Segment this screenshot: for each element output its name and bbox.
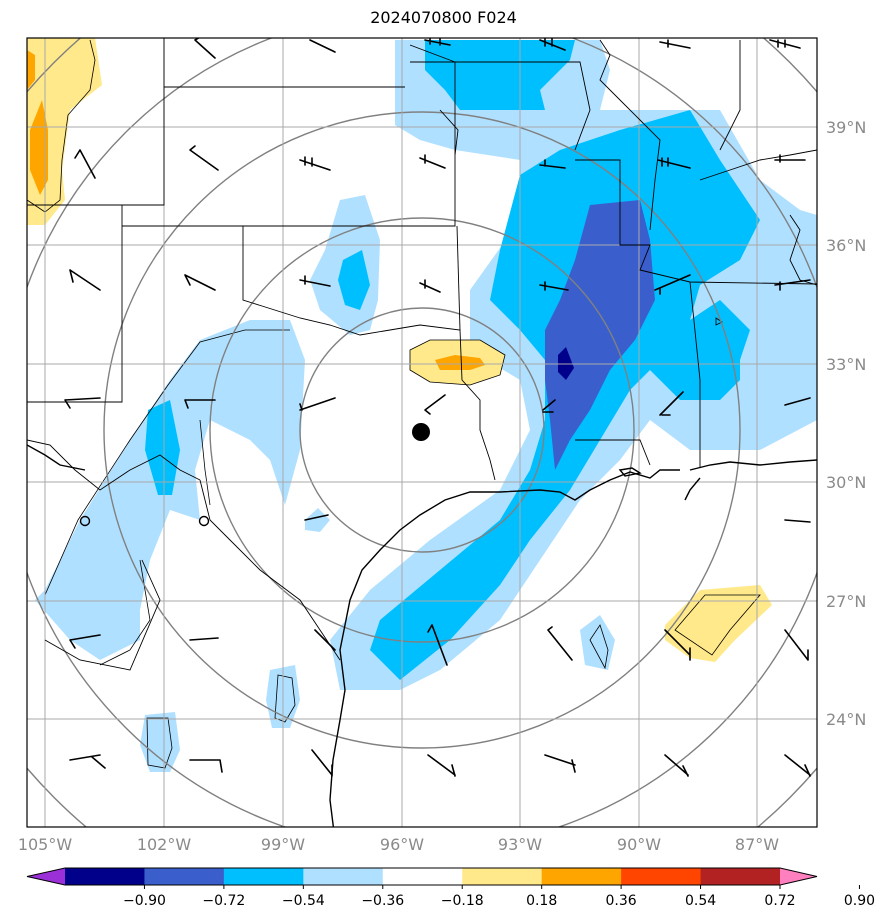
colorbar-tick-label: −0.72 [202, 893, 245, 909]
colorbar-extend-high [780, 868, 817, 885]
center-point-marker [412, 423, 430, 441]
map-title: 2024070800 F024 [370, 8, 517, 27]
lon-labels: 105°W 102°W 99°W 96°W 93°W 90°W 87°W [18, 835, 779, 854]
colorbar-segment [223, 868, 304, 885]
colorbar-tick-label: 0.36 [606, 893, 637, 909]
colorbar-segment [144, 868, 225, 885]
lon-label: 99°W [261, 835, 305, 854]
colorbar: −0.90 −0.72 −0.54 −0.36 −0.18 0.18 0.36 0.54 0.7… [26, 867, 875, 909]
field-orange [27, 50, 485, 370]
field-royal-blue [545, 200, 655, 470]
state-borders [27, 38, 817, 671]
lon-label: 96°W [380, 835, 424, 854]
lon-label: 87°W [735, 835, 779, 854]
field-yellow [27, 38, 772, 662]
lat-label: 39°N [826, 118, 866, 137]
coastline [27, 444, 817, 827]
colorbar-segment [700, 868, 781, 885]
graticule [27, 38, 817, 827]
colorbar-segment [462, 868, 543, 885]
lat-label: 24°N [826, 710, 866, 729]
colorbar-segment [65, 868, 145, 885]
wind-barbs [64, 38, 811, 777]
colorbar-extend-low [27, 868, 65, 885]
colorbar-tick-label: 0.54 [685, 893, 716, 909]
colorbar-segment [621, 868, 702, 885]
lat-label: 30°N [826, 473, 866, 492]
lat-label: 27°N [826, 592, 866, 611]
lat-labels: 39°N 36°N 33°N 30°N 27°N 24°N [826, 118, 866, 729]
lon-label: 105°W [18, 835, 73, 854]
lon-label: 93°W [498, 835, 542, 854]
lat-label: 36°N [826, 236, 866, 255]
colorbar-tick-label: −0.18 [441, 893, 484, 909]
colorbar-tick-label: −0.90 [123, 893, 166, 909]
colorbar-tick-label: −0.36 [361, 893, 404, 909]
lon-label: 102°W [137, 835, 192, 854]
lat-label: 33°N [826, 355, 866, 374]
colorbar-tick-label: 0.72 [764, 893, 795, 909]
colorbar-tick-label: 0.18 [526, 893, 557, 909]
colorbar-segment [382, 868, 463, 885]
colorbar-tick-label: 0.90 [844, 893, 875, 909]
colorbar-tick-label: −0.54 [282, 893, 325, 909]
colorbar-segment [541, 868, 622, 885]
colorbar-segment [303, 868, 384, 885]
lon-label: 90°W [617, 835, 661, 854]
